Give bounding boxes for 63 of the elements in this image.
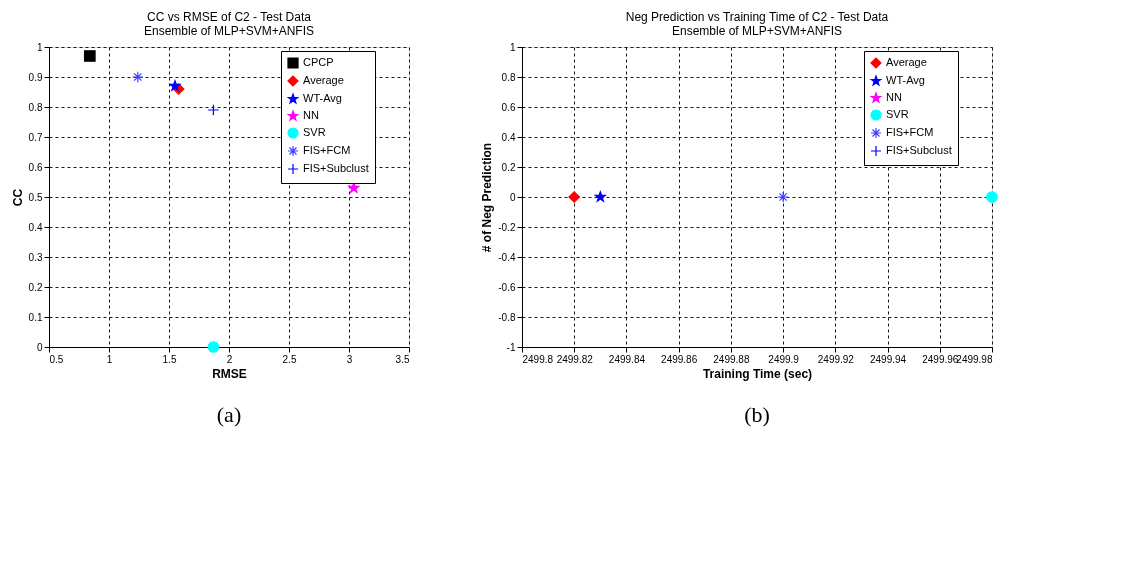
chart-title: CC vs RMSE of C2 - Test Data Ensemble of MLP+SVM+ANFIS [143,10,315,38]
y-tick-label: 0.4 [501,131,516,143]
x-axis-title: Training Time (sec) [702,366,813,381]
legend-label: WT-Avg [886,74,925,86]
legend-label: NN [303,109,319,121]
x-tick-label: 3 [346,353,353,365]
y-tick-label: -0.8 [498,311,516,323]
x-tick-label: 2499.82 [556,353,594,365]
y-tick-label: 0.3 [28,251,43,263]
legend-label: CPCP [303,56,334,68]
y-tick-label: 0 [509,191,516,203]
point [131,71,144,83]
y-tick-label: 0.2 [28,281,43,293]
text: (a) [216,402,242,427]
y-tick-label: 0.1 [28,311,43,323]
y-axis-title: # of Neg Prediction [480,142,495,253]
x-tick-label: 1 [106,353,113,365]
y-tick-label: -1 [506,341,516,353]
text: (b) [744,402,770,427]
y-tick-label: 0.7 [28,131,43,143]
legend-label: Average [886,56,927,68]
legend-label: FIS+FCM [886,126,934,138]
x-tick-label: 2499.9 [768,353,800,365]
y-tick-label: 0.4 [28,221,43,233]
y-tick-label: 0.6 [501,101,516,113]
x-tick-label: 2499.8 [522,353,554,365]
y-tick-label: 1 [509,41,516,53]
y-tick-label: -0.4 [498,251,516,263]
legend-label: NN [886,91,902,103]
x-tick-label: 0.5 [49,353,64,365]
legend-label: WT-Avg [303,92,342,104]
chart-title: Neg Prediction vs Training Time of C2 - Test Data Ensemble of MLP+SVM+ANFIS [625,10,889,38]
y-tick-label: 0.5 [28,191,43,203]
x-tick-label: 2 [226,353,233,365]
y-tick-label: 0.9 [28,71,43,83]
legend-label: FIS+FCM [303,144,351,156]
y-tick-label: 0.8 [501,71,516,83]
legend-label: FIS+Subclust [303,162,369,174]
y-tick-label: 0.8 [28,101,43,113]
x-tick-label: 2499.88 [713,353,750,365]
x-tick-label: 1.5 [162,353,177,365]
x-tick-label: 3.5 [395,353,410,365]
x-tick-label: 2499.92 [817,353,855,365]
legend-label: Average [303,74,344,86]
y-tick-label: 1 [36,41,43,53]
x-tick-label: 2499.86 [661,353,698,365]
point [83,50,96,62]
y-tick-label: 0.6 [28,161,43,173]
x-tick-label: 2.5 [282,353,297,365]
y-tick-label: 0 [36,341,43,353]
x-tick-label: 2499.84 [608,353,646,365]
y-tick-label: 0.2 [501,161,516,173]
y-tick-label: -0.6 [498,281,516,293]
x-tick-label: 2499.94 [869,353,907,365]
legend-label: SVR [303,126,326,138]
legend-label: FIS+Subclust [886,144,952,156]
point [169,80,181,91]
x-axis-title: RMSE [212,366,247,381]
point [207,104,220,116]
point [207,341,220,353]
legend-label: SVR [886,108,909,120]
y-axis-title: CC [10,188,25,207]
y-tick-label: -0.2 [498,221,516,233]
